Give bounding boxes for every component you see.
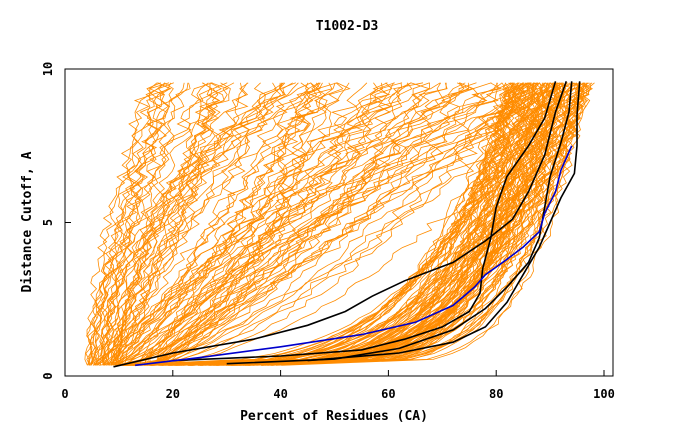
background-series-118 [117, 82, 470, 366]
x-tick-label-0: 0 [61, 387, 68, 401]
background-series-141 [149, 82, 515, 366]
x-tick-label-100: 100 [593, 387, 615, 401]
black-curve-1 [113, 81, 568, 368]
background-series-153 [140, 82, 532, 366]
background-series-207 [94, 82, 267, 366]
background-series-95 [132, 82, 540, 366]
background-series-103 [252, 82, 589, 366]
x-tick-label-40: 40 [273, 387, 287, 401]
background-series-129 [104, 82, 558, 366]
x-tick-label-80: 80 [489, 387, 503, 401]
x-tick-label-60: 60 [381, 387, 395, 401]
highlighted-series-group [113, 81, 581, 368]
background-series-151 [124, 82, 431, 366]
background-series-154 [147, 82, 441, 366]
background-series-74 [215, 82, 585, 366]
background-series-134 [149, 82, 430, 366]
background-series-99 [165, 82, 528, 366]
y-axis-label: Distance Cutoff, A [20, 151, 35, 292]
background-series-190 [115, 82, 287, 366]
background-series-44 [149, 82, 524, 366]
background-series-126 [144, 82, 529, 366]
background-series-109 [122, 82, 534, 366]
background-series-65 [210, 82, 514, 366]
background-series-181 [86, 82, 213, 366]
background-series-152 [129, 82, 475, 366]
background-series-107 [260, 82, 583, 366]
background-series-209 [110, 82, 172, 366]
background-series-142 [150, 82, 503, 366]
background-series-135 [155, 82, 527, 366]
background-series-37 [150, 82, 573, 366]
background-series-176 [105, 82, 285, 366]
background-series-51 [191, 82, 515, 366]
background-series-159 [113, 82, 424, 366]
background-series-97 [272, 82, 535, 366]
background-series-196 [88, 82, 312, 366]
background-series-93 [180, 82, 584, 366]
background-series-146 [146, 82, 531, 366]
background-series-162 [108, 82, 430, 366]
y-axis-ticks: 0 5 10 [41, 62, 71, 380]
background-series-160 [128, 82, 350, 366]
background-series-140 [99, 82, 469, 366]
background-series-46 [213, 82, 524, 366]
background-series-111 [161, 82, 532, 366]
x-axis-ticks: 0 20 40 60 80 100 [61, 370, 615, 401]
y-tick-label-5: 5 [41, 219, 55, 226]
background-series-76 [190, 82, 572, 366]
black-curve-3 [226, 81, 573, 365]
background-series-197 [111, 82, 320, 366]
background-series-68 [200, 82, 593, 366]
background-series-206 [90, 82, 228, 366]
y-tick-label-10: 10 [41, 62, 55, 76]
background-series-203 [117, 82, 229, 366]
background-series-200 [101, 82, 277, 366]
background-series-133 [144, 82, 333, 366]
x-tick-label-20: 20 [166, 387, 180, 401]
chart-title: T1002-D3 [316, 19, 379, 34]
background-series-90 [162, 82, 525, 366]
background-series-121 [124, 82, 413, 366]
background-series-164 [149, 82, 559, 366]
background-series-202 [111, 82, 249, 366]
x-axis-label: Percent of Residues (CA) [240, 409, 428, 424]
background-series-180 [116, 82, 320, 366]
background-series-138 [149, 82, 499, 366]
background-series-192 [96, 82, 191, 366]
background-series-98 [216, 82, 545, 366]
background-series-101 [134, 82, 575, 366]
blue-curve [135, 145, 573, 367]
background-series-170 [94, 82, 161, 366]
black-curve-2 [172, 81, 557, 362]
black-curve-4 [307, 81, 581, 362]
background-series-145 [128, 82, 379, 366]
background-series-195 [93, 82, 185, 366]
background-series-139 [145, 82, 336, 366]
background-series-11 [182, 82, 518, 366]
background-series-105 [130, 82, 569, 366]
background-series-163 [116, 82, 503, 366]
background-series-108 [248, 82, 520, 366]
background-series-81 [270, 82, 584, 366]
background-series-204 [103, 82, 171, 366]
background-series-172 [84, 82, 158, 366]
background-series-143 [155, 82, 474, 366]
y-tick-label-0: 0 [41, 372, 55, 379]
background-series-149 [112, 82, 383, 366]
background-series-161 [162, 82, 394, 366]
background-series-155 [139, 82, 393, 366]
background-series-94 [275, 82, 519, 366]
background-series-130 [150, 82, 531, 366]
background-series-120 [110, 82, 477, 366]
background-series-86 [133, 82, 584, 366]
background-series-193 [101, 82, 282, 366]
background-series-188 [90, 82, 235, 366]
background-series-208 [89, 82, 174, 366]
background-series-group [84, 82, 595, 366]
background-series-201 [97, 82, 189, 366]
background-series-110 [145, 82, 576, 366]
